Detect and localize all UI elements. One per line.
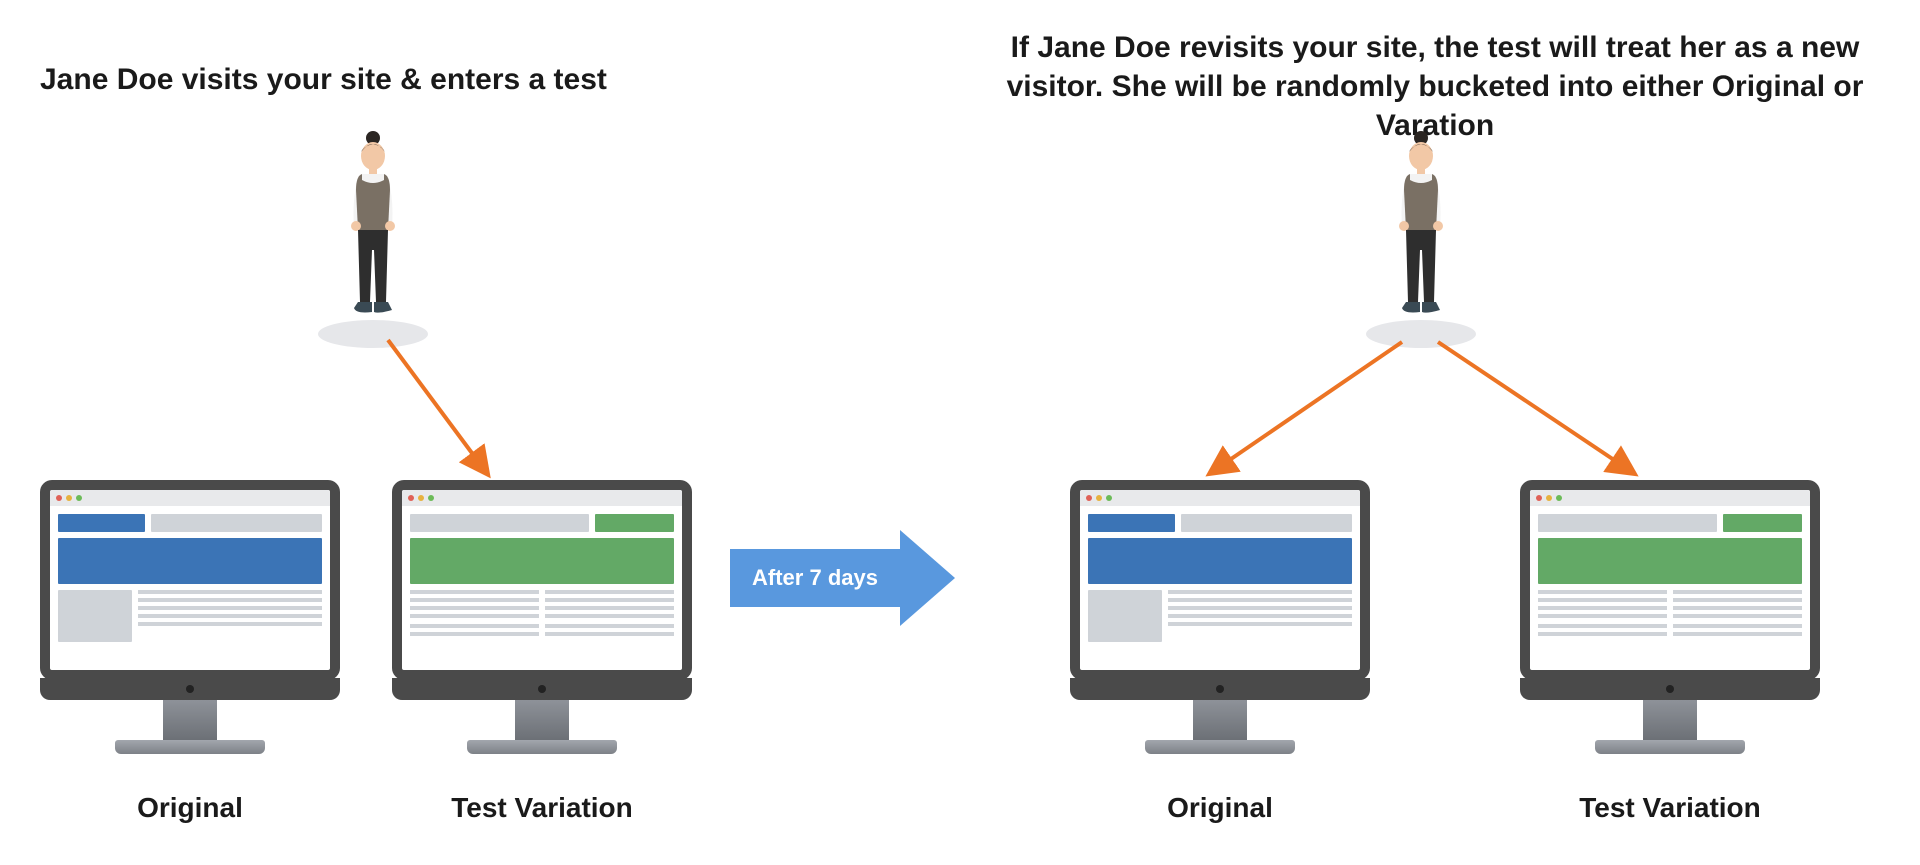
monitor-variation-left <box>392 480 692 754</box>
person-left <box>332 130 414 340</box>
time-arrow-label: After 7 days <box>752 565 878 591</box>
right-heading: If Jane Doe revisits your site, the test… <box>1000 28 1870 145</box>
monitor-label-variation-left: Test Variation <box>392 792 692 824</box>
person-right <box>1380 130 1462 340</box>
monitor-original-left <box>40 480 340 754</box>
monitor-label-variation-right: Test Variation <box>1520 792 1820 824</box>
left-heading: Jane Doe visits your site & enters a tes… <box>40 60 680 99</box>
monitor-original-right <box>1070 480 1370 754</box>
monitor-variation-right <box>1520 480 1820 754</box>
time-arrow: After 7 days <box>730 530 955 626</box>
monitor-label-original-left: Original <box>40 792 340 824</box>
monitor-label-original-right: Original <box>1070 792 1370 824</box>
